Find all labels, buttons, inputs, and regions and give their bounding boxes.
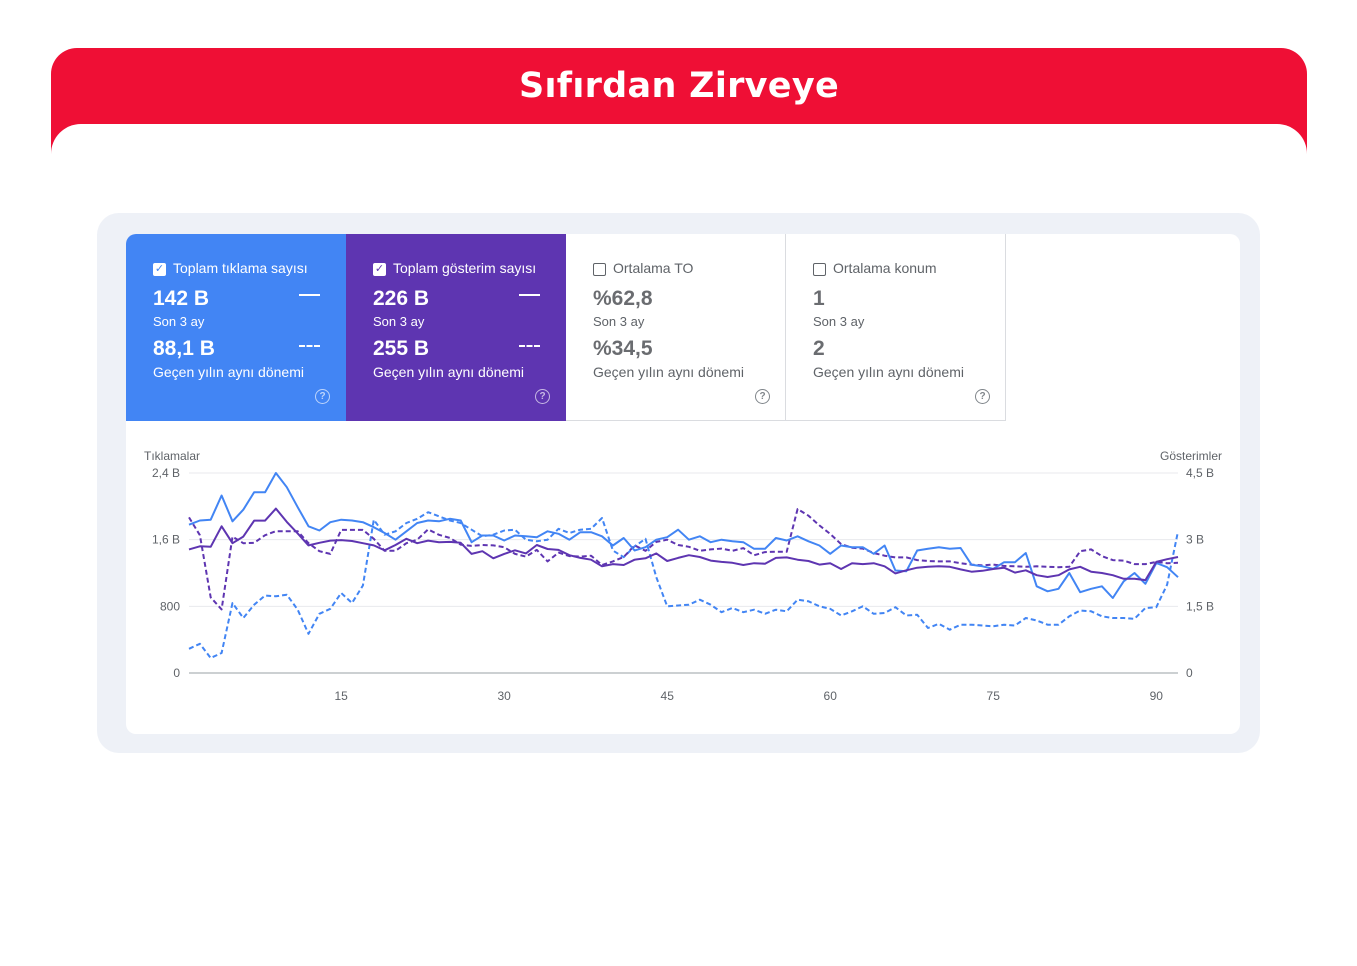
help-icon[interactable]: ? <box>315 389 330 404</box>
y-axis-title-right: Gösterimler <box>1160 449 1222 463</box>
metric-card-impressions[interactable]: ✓ Toplam gösterim sayısı 226 B Son 3 ay … <box>346 234 566 421</box>
series-line-3 <box>188 508 1179 611</box>
y-tick-label-right: 1,5 B <box>1186 599 1214 613</box>
solid-line-icon <box>519 294 540 296</box>
header-banner: Sıfırdan Zirveye <box>51 48 1307 158</box>
metric-label-previous: Geçen yılın aynı dönemi <box>373 364 524 380</box>
y-tick-label-right: 0 <box>1186 666 1193 680</box>
metric-label-current: Son 3 ay <box>153 314 205 329</box>
x-tick-label: 60 <box>824 689 838 703</box>
help-icon[interactable]: ? <box>755 389 770 404</box>
metric-value-previous: %34,5 <box>593 337 653 360</box>
x-tick-label: 15 <box>334 689 348 703</box>
metric-value-current: 142 B <box>153 287 210 310</box>
help-icon[interactable]: ? <box>975 389 990 404</box>
dashed-line-icon <box>299 345 320 347</box>
checkbox-checked-icon[interactable]: ✓ <box>373 263 386 276</box>
metric-value-previous: 88,1 B <box>153 337 215 360</box>
metric-label-current: Son 3 ay <box>813 314 865 329</box>
metric-value-current: 1 <box>813 287 825 310</box>
metric-value-previous: 2 <box>813 337 825 360</box>
checkbox-unchecked-icon[interactable]: ✓ <box>813 263 826 276</box>
checkbox-checked-icon[interactable]: ✓ <box>153 263 166 276</box>
x-tick-label: 75 <box>987 689 1001 703</box>
series-line-2 <box>188 511 1179 659</box>
metric-value-current: %62,8 <box>593 287 653 310</box>
help-icon[interactable]: ? <box>535 389 550 404</box>
series-line-1 <box>188 507 1179 582</box>
x-tick-label: 30 <box>497 689 511 703</box>
y-tick-label-right: 4,5 B <box>1186 466 1214 480</box>
y-tick-label-left: 800 <box>160 599 180 613</box>
solid-line-icon <box>299 294 320 296</box>
y-tick-label-left: 0 <box>173 666 180 680</box>
x-tick-label: 90 <box>1150 689 1164 703</box>
metric-value-current: 226 B <box>373 287 430 310</box>
dashed-line-icon <box>519 345 540 347</box>
metric-label-current: Son 3 ay <box>373 314 425 329</box>
metric-card-ctr[interactable]: ✓ Ortalama TO %62,8 Son 3 ay %34,5 Geçen… <box>566 234 786 421</box>
metric-label-previous: Geçen yılın aynı dönemi <box>813 364 964 380</box>
metric-card-clicks[interactable]: ✓ Toplam tıklama sayısı 142 B Son 3 ay 8… <box>126 234 346 421</box>
page-title: Sıfırdan Zirveye <box>518 66 839 106</box>
metric-value-previous: 255 B <box>373 337 430 360</box>
metric-card-position[interactable]: ✓ Ortalama konum 1 Son 3 ay 2 Geçen yılı… <box>786 234 1006 421</box>
y-axis-title-left: Tıklamalar <box>144 449 200 463</box>
series-line-0 <box>188 472 1179 599</box>
performance-chart: 0 800 1,6 B 2,4 B 0 1,5 B 3 B 4,5 B 15 30 45 60 75 90… <box>144 449 1222 703</box>
performance-panel: ✓ Toplam tıklama sayısı 142 B Son 3 ay 8… <box>126 234 1240 734</box>
y-tick-label-right: 3 B <box>1186 533 1204 547</box>
metric-label-previous: Geçen yılın aynı dönemi <box>153 364 304 380</box>
metric-label-current: Son 3 ay <box>593 314 645 329</box>
metric-label-previous: Geçen yılın aynı dönemi <box>593 364 744 380</box>
checkbox-unchecked-icon[interactable]: ✓ <box>593 263 606 276</box>
x-tick-label: 45 <box>661 689 675 703</box>
y-tick-label-left: 2,4 B <box>152 466 180 480</box>
banner-curve <box>51 124 1307 158</box>
y-tick-label-left: 1,6 B <box>152 533 180 547</box>
